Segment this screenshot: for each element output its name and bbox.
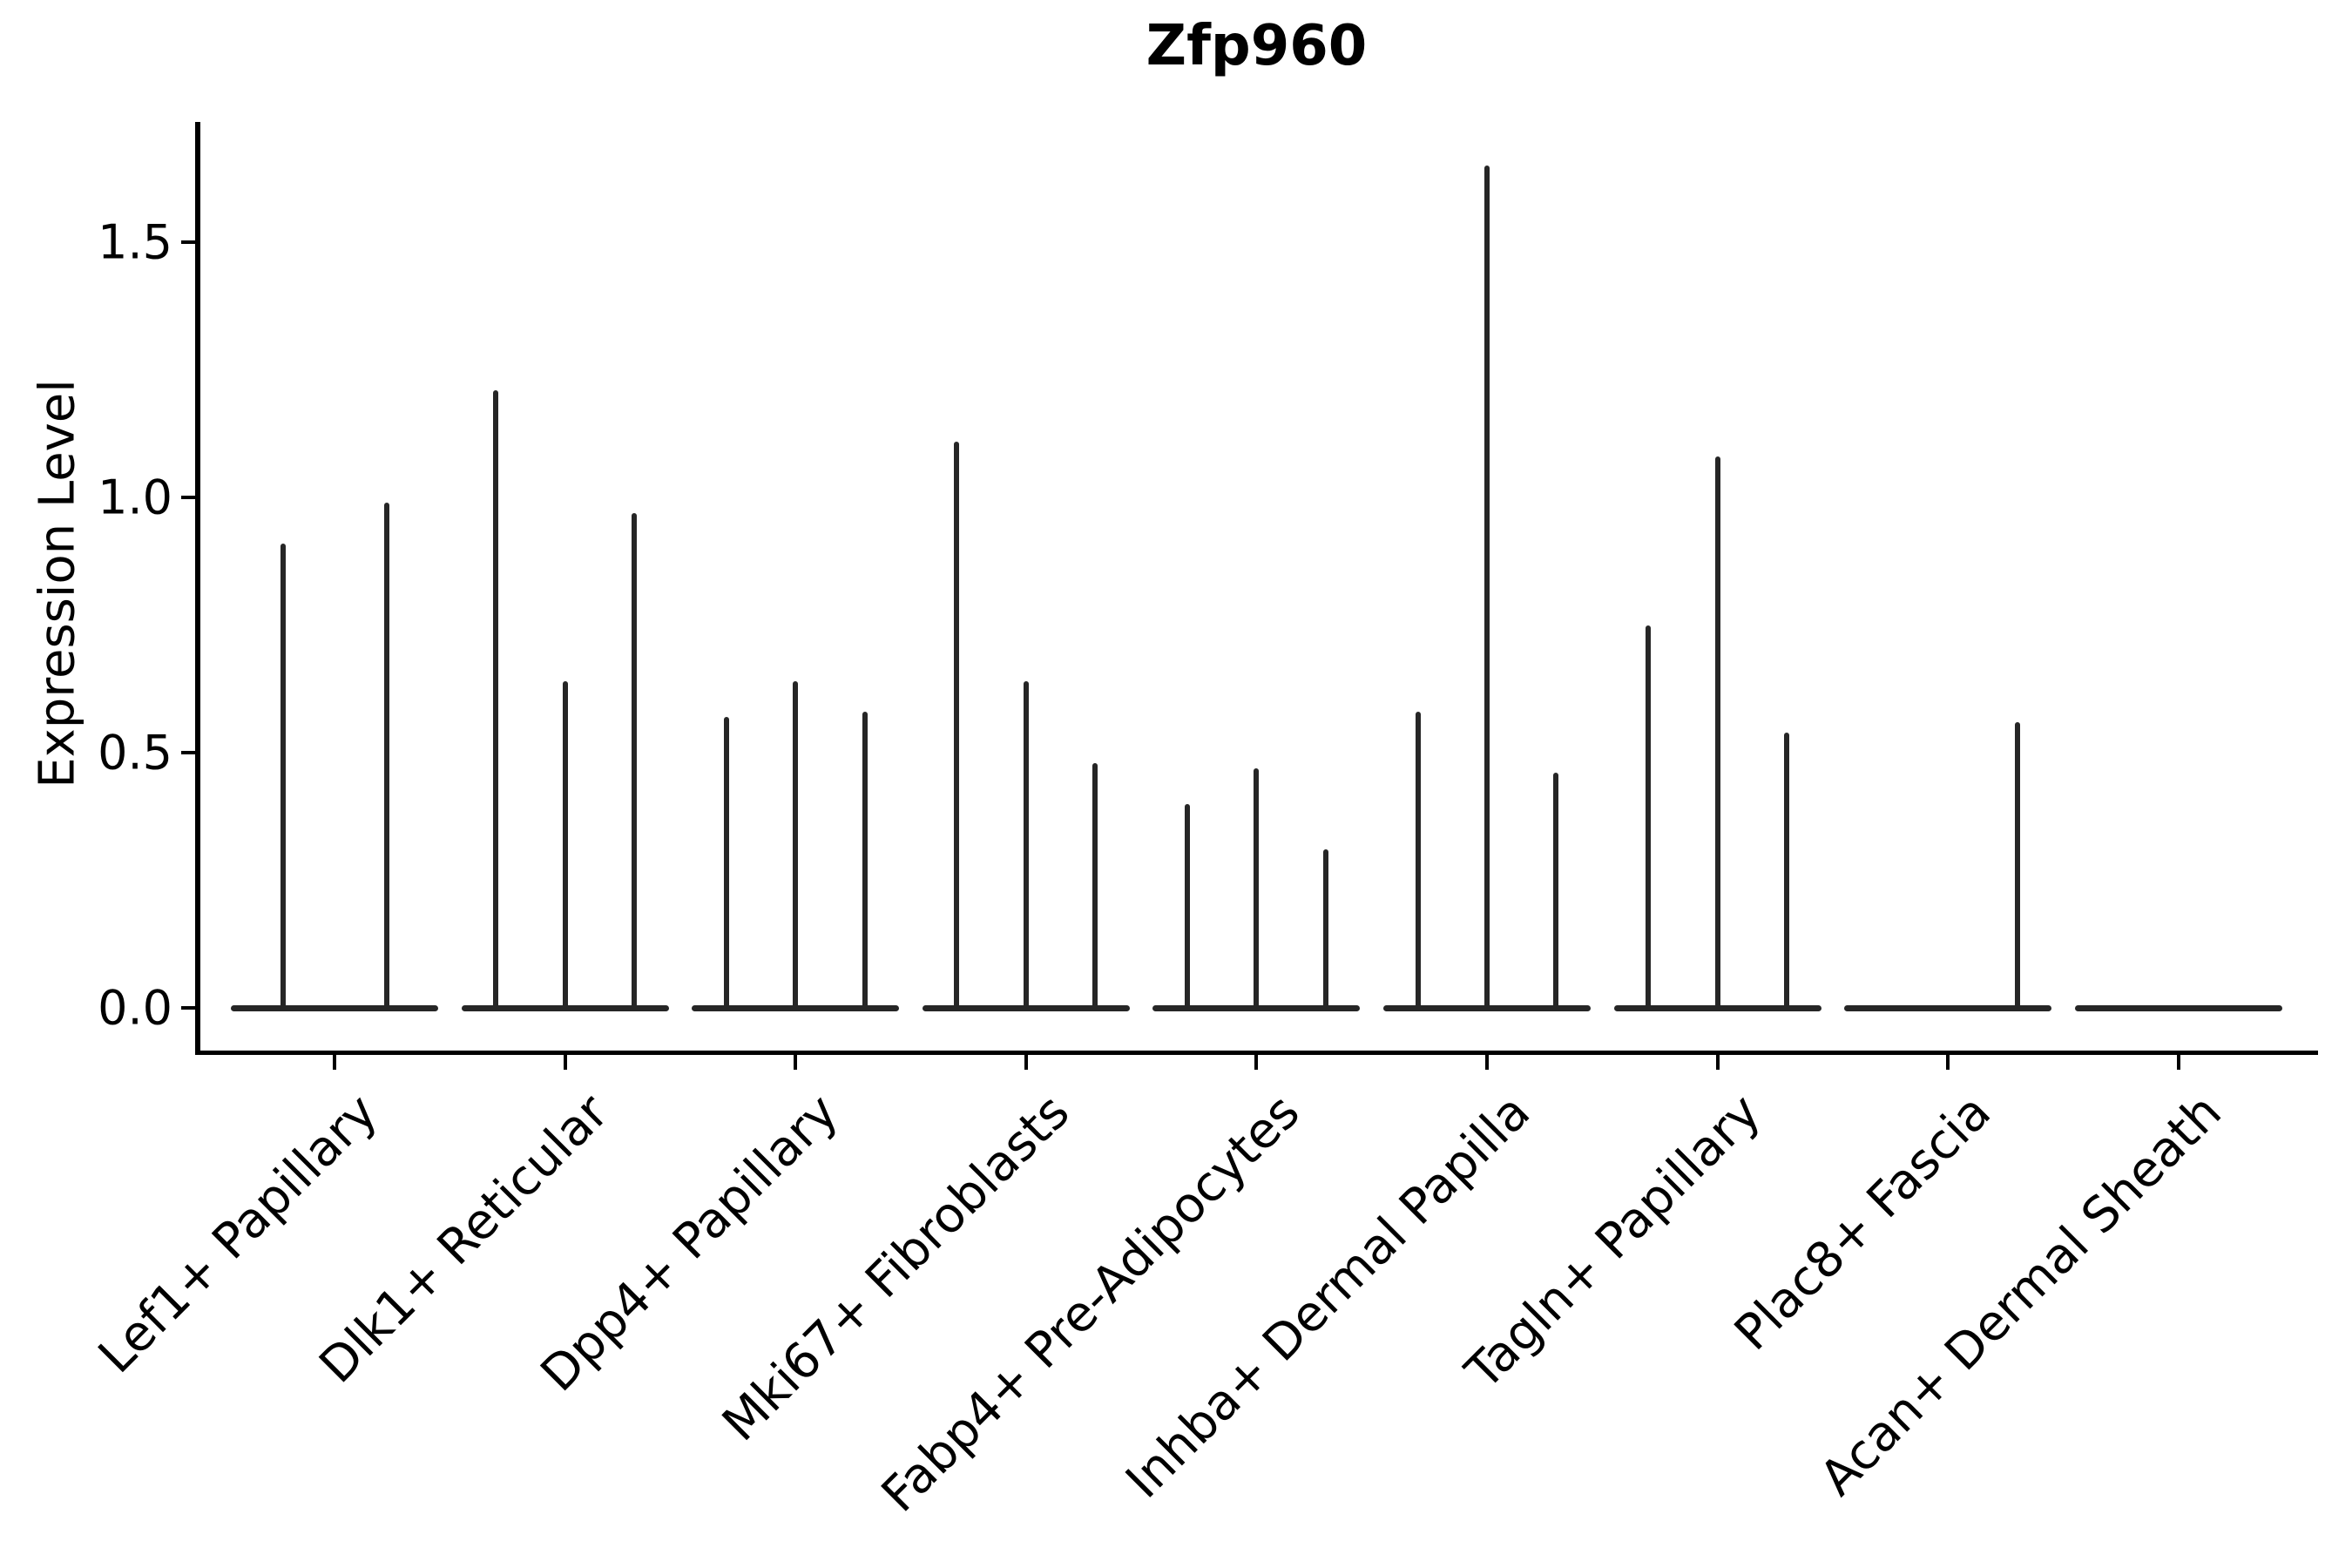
violin-baseline xyxy=(1152,1004,1361,1011)
x-tick-mark xyxy=(1024,1055,1028,1070)
violin-spike xyxy=(862,712,868,1008)
violin-baseline xyxy=(1613,1004,1821,1011)
x-tick-mark xyxy=(333,1055,336,1070)
chart-title: Zfp960 xyxy=(1146,14,1368,78)
x-tick-mark xyxy=(1254,1055,1259,1070)
violin-spike xyxy=(1484,166,1490,1008)
x-tick-mark xyxy=(1715,1055,1720,1070)
violin-baseline xyxy=(922,1004,1130,1011)
violin-spike xyxy=(954,441,960,1008)
x-tick-mark xyxy=(1485,1055,1489,1070)
y-tick-label: 0.5 xyxy=(98,725,172,781)
x-tick-mark xyxy=(2176,1055,2180,1070)
x-axis-spine xyxy=(195,1051,2318,1055)
y-axis-spine xyxy=(195,122,200,1055)
violin-spike xyxy=(1185,803,1191,1008)
violin-spike xyxy=(1783,732,1789,1008)
violin-spike xyxy=(1023,680,1029,1008)
violin-spike xyxy=(1553,773,1559,1008)
violin-spike xyxy=(631,512,637,1008)
y-axis-label: Expression Level xyxy=(29,379,86,788)
y-tick-mark xyxy=(181,496,195,499)
violin-spike xyxy=(1322,849,1328,1008)
violin-baseline xyxy=(2074,1004,2282,1011)
violin-spike xyxy=(1714,456,1720,1008)
y-tick-label: 1.5 xyxy=(98,214,172,270)
violin-spike xyxy=(1092,762,1098,1008)
violin-spike xyxy=(280,543,286,1008)
y-tick-mark xyxy=(181,1006,195,1010)
x-tick-mark xyxy=(794,1055,798,1070)
violin-spike xyxy=(383,502,389,1008)
y-tick-mark xyxy=(181,240,195,244)
violin-baseline xyxy=(692,1004,900,1011)
violin-baseline xyxy=(231,1004,438,1011)
violin-baseline xyxy=(1844,1004,2052,1011)
violin-spike xyxy=(1254,767,1260,1008)
violin-spike xyxy=(493,389,499,1008)
violin-spike xyxy=(2014,721,2020,1008)
y-tick-label: 1.0 xyxy=(98,470,172,525)
violin-spike xyxy=(1415,712,1421,1008)
x-tick-label: Acan+ Dermal Sheath xyxy=(1809,1084,2233,1507)
x-tick-mark xyxy=(1946,1055,1950,1070)
violin-spike xyxy=(793,680,799,1008)
violin-baseline xyxy=(461,1004,669,1011)
violin-baseline xyxy=(1383,1004,1591,1011)
x-tick-label: Fabp4+ Pre-Adipocytes xyxy=(870,1084,1311,1524)
y-tick-mark xyxy=(181,751,195,754)
x-tick-mark xyxy=(563,1055,567,1070)
x-tick-label: Inhba+ Dermal Papilla xyxy=(1115,1084,1541,1510)
violin-spike xyxy=(723,716,729,1008)
violin-spike xyxy=(1646,625,1652,1008)
y-tick-label: 0.0 xyxy=(98,980,172,1036)
violin-spike xyxy=(562,680,568,1008)
